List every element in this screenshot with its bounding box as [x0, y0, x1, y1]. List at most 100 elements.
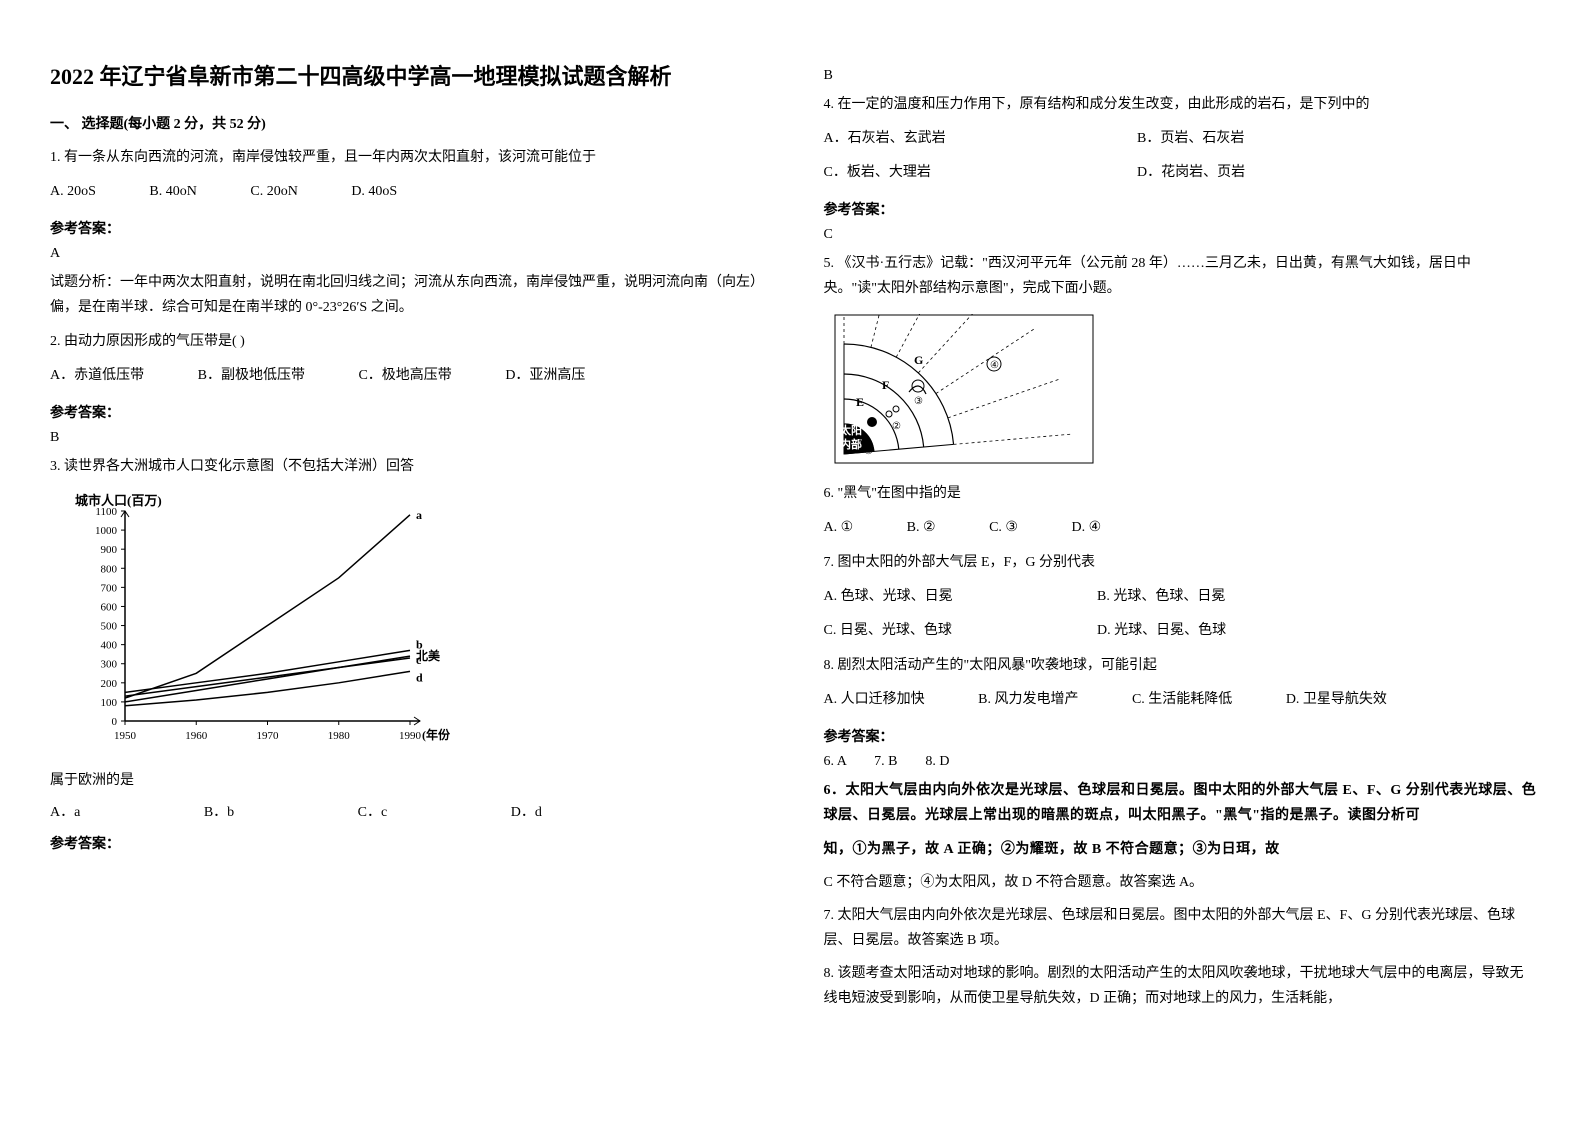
q1-opt-a: A. 20oS: [50, 178, 96, 206]
q4-opt-d: D．花岗岩、页岩: [1137, 159, 1245, 187]
q7-sub: 7. 图中太阳的外部大气层 E，F，G 分别代表: [824, 550, 1538, 575]
svg-text:0: 0: [112, 716, 118, 728]
q4-answer-label: 参考答案：: [824, 199, 1538, 219]
page-title: 2022 年辽宁省阜新市第二十四高级中学高一地理模拟试题含解析: [50, 60, 764, 93]
q3-chart: 城市人口(百万) 0 100 200 300 400 500 600 700 800 900 1000…: [70, 491, 450, 756]
q6-opt-c: C. ③: [989, 514, 1018, 542]
svg-text:800: 800: [101, 563, 118, 575]
svg-text:100: 100: [101, 697, 118, 709]
svg-text:G: G: [914, 353, 923, 367]
q4-options-2: C．板岩、大理岩 D．花岗岩、页岩: [824, 159, 1538, 187]
q3-opt-b: B．b: [204, 801, 234, 821]
q8-analysis: 8. 该题考查太阳活动对地球的影响。剧烈的太阳活动产生的太阳风吹袭地球，干扰地球…: [824, 961, 1538, 1011]
q1-analysis: 试题分析：一年中两次太阳直射，说明在南北回归线之间；河流从东向西流，南岸侵蚀严重…: [50, 270, 764, 320]
left-column: 2022 年辽宁省阜新市第二十四高级中学高一地理模拟试题含解析 一、 选择题(每…: [50, 60, 764, 1020]
svg-text:1980: 1980: [328, 730, 351, 742]
svg-text:④: ④: [990, 360, 999, 371]
q6-sub: 6. "黑气"在图中指的是: [824, 481, 1538, 506]
q2-options: A．赤道低压带 B．副极地低压带 C．极地高压带 D．亚洲高压: [50, 362, 764, 390]
q6-analysis-b: 知，①为黑子，故 A 正确；②为耀斑，故 B 不符合题意；③为日珥，故: [824, 837, 1538, 862]
svg-text:②: ②: [892, 421, 901, 432]
svg-text:(年份): (年份): [422, 727, 450, 742]
q1-answer: A: [50, 246, 764, 262]
q1-stem: 1. 有一条从东向西流的河流，南岸侵蚀较严重，且一年内两次太阳直射，该河流可能位…: [50, 145, 764, 170]
svg-text:900: 900: [101, 544, 118, 556]
q5-answers: 6. A 7. B 8. D: [824, 754, 1538, 770]
svg-text:1970: 1970: [257, 730, 280, 742]
q4-opt-a: A．石灰岩、玄武岩: [824, 125, 1084, 153]
q7-options-2: C. 日冕、光球、色球 D. 光球、日冕、色球: [824, 617, 1538, 645]
q2-answer-label: 参考答案：: [50, 402, 764, 422]
svg-text:600: 600: [101, 601, 118, 613]
q3-stem: 3. 读世界各大洲城市人口变化示意图（不包括大洋洲）回答: [50, 454, 764, 479]
svg-text:400: 400: [101, 640, 118, 652]
svg-text:③: ③: [914, 396, 923, 407]
q5-answer-label: 参考答案：: [824, 726, 1538, 746]
q3-opt-c: C．c: [358, 801, 388, 821]
svg-text:300: 300: [101, 659, 118, 671]
q7-opt-c: C. 日冕、光球、色球: [824, 617, 1044, 645]
q5-stem: 5. 《汉书·五行志》记载："西汉河平元年（公元前 28 年）……三月乙未，日出…: [824, 251, 1538, 301]
q6-opt-d: D. ④: [1071, 514, 1101, 542]
q3-answer-label: 参考答案：: [50, 833, 764, 853]
svg-text:城市人口(百万): 城市人口(百万): [75, 493, 162, 508]
svg-text:F: F: [882, 378, 889, 392]
q4-opt-b: B．页岩、石灰岩: [1137, 125, 1244, 153]
sun-diagram-svg: E F G 太阳内部① ② ③ ④: [834, 314, 1094, 464]
q3-options: A．a B．b C．c D．d: [50, 801, 764, 821]
q3-opt-a: A．a: [50, 801, 80, 821]
q3-opt-d: D．d: [511, 801, 542, 821]
q1-answer-label: 参考答案：: [50, 218, 764, 238]
q4-options-1: A．石灰岩、玄武岩 B．页岩、石灰岩: [824, 125, 1538, 153]
q6-analysis-a: 6．太阳大气层由内向外依次是光球层、色球层和日冕层。图中太阳的外部大气层 E、F…: [824, 778, 1538, 828]
q7-opt-b: B. 光球、色球、日冕: [1097, 583, 1225, 611]
q1-opt-d: D. 40oS: [351, 178, 397, 206]
q1-opt-c: C. 20oN: [250, 178, 297, 206]
svg-text:700: 700: [101, 582, 118, 594]
q8-opt-c: C. 生活能耗降低: [1132, 686, 1232, 714]
q2-opt-d: D．亚洲高压: [505, 362, 585, 390]
q6-analysis-c: C 不符合题意；④为太阳风，故 D 不符合题意。故答案选 A。: [824, 870, 1538, 895]
q6-opt-b: B. ②: [907, 514, 936, 542]
q7-opt-a: A. 色球、光球、日冕: [824, 583, 1044, 611]
q8-options: A. 人口迁移加快 B. 风力发电增产 C. 生活能耗降低 D. 卫星导航失效: [824, 686, 1538, 714]
svg-text:200: 200: [101, 678, 118, 690]
q3-answer: B: [824, 68, 1538, 84]
svg-text:1100: 1100: [95, 506, 117, 518]
q2-opt-a: A．赤道低压带: [50, 362, 144, 390]
q7-opt-d: D. 光球、日冕、色球: [1097, 617, 1226, 645]
q7-analysis: 7. 太阳大气层由内向外依次是光球层、色球层和日冕层。图中太阳的外部大气层 E、…: [824, 903, 1538, 953]
svg-text:1960: 1960: [185, 730, 208, 742]
q4-opt-c: C．板岩、大理岩: [824, 159, 1084, 187]
q8-sub: 8. 剧烈太阳活动产生的"太阳风暴"吹袭地球，可能引起: [824, 653, 1538, 678]
q8-opt-d: D. 卫星导航失效: [1286, 686, 1387, 714]
q2-opt-c: C．极地高压带: [358, 362, 451, 390]
q2-answer: B: [50, 430, 764, 446]
q8-opt-a: A. 人口迁移加快: [824, 686, 925, 714]
q6-options: A. ① B. ② C. ③ D. ④: [824, 514, 1538, 542]
q4-stem: 4. 在一定的温度和压力作用下，原有结构和成分发生改变，由此形成的岩石，是下列中…: [824, 92, 1538, 117]
svg-text:a: a: [416, 508, 422, 522]
section-title: 一、 选择题(每小题 2 分，共 52 分): [50, 113, 764, 133]
svg-text:d: d: [416, 670, 423, 684]
svg-text:北美: 北美: [416, 648, 441, 663]
q1-opt-b: B. 40oN: [149, 178, 196, 206]
q7-options-1: A. 色球、光球、日冕 B. 光球、色球、日冕: [824, 583, 1538, 611]
line-chart-svg: 城市人口(百万) 0 100 200 300 400 500 600 700 800 900 1000…: [70, 491, 450, 751]
svg-text:①: ①: [864, 446, 873, 457]
q2-stem: 2. 由动力原因形成的气压带是( ): [50, 329, 764, 354]
svg-text:500: 500: [101, 620, 118, 632]
q2-opt-b: B．副极地低压带: [198, 362, 305, 390]
q5-diagram: E F G 太阳内部① ② ③ ④: [834, 314, 1094, 469]
q1-options: A. 20oS B. 40oN C. 20oN D. 40oS: [50, 178, 764, 206]
q6-opt-a: A. ①: [824, 514, 854, 542]
svg-text:E: E: [856, 395, 864, 409]
q8-opt-b: B. 风力发电增产: [978, 686, 1078, 714]
q3-sub: 属于欧洲的是: [50, 768, 764, 793]
right-column: B 4. 在一定的温度和压力作用下，原有结构和成分发生改变，由此形成的岩石，是下…: [824, 60, 1538, 1020]
svg-text:1950: 1950: [114, 730, 137, 742]
q4-answer: C: [824, 227, 1538, 243]
svg-text:内部: 内部: [840, 437, 862, 451]
svg-text:太阳: 太阳: [839, 423, 862, 437]
svg-text:1000: 1000: [95, 525, 118, 537]
